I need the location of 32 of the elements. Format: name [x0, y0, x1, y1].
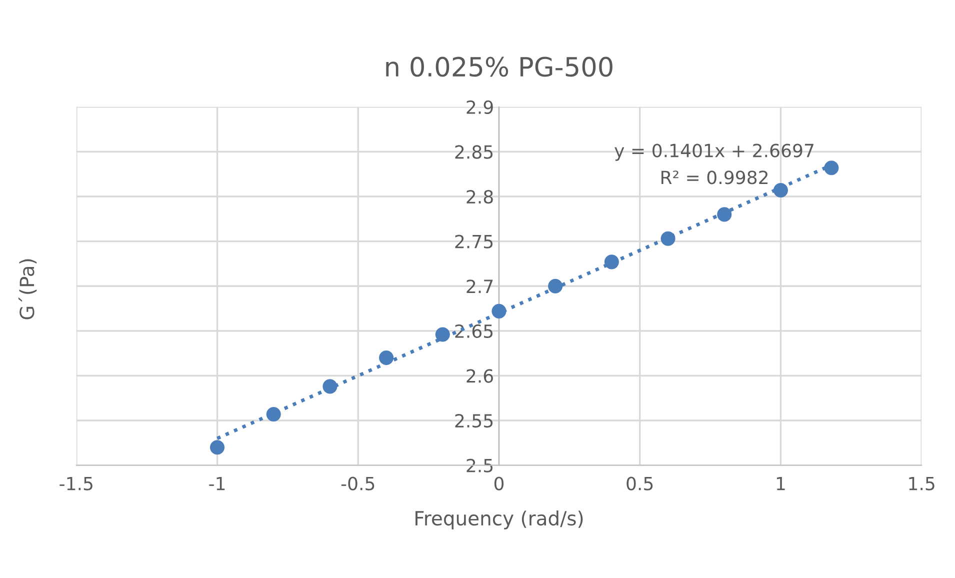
x-tick-label: -1.5	[60, 476, 92, 490]
x-tick-label: 1.5	[909, 476, 934, 490]
y-tick-label: 2.55	[455, 414, 493, 428]
y-tick-label: 2.9	[466, 100, 493, 114]
x-tick-label: 0.5	[626, 476, 653, 490]
point	[604, 254, 619, 270]
point	[435, 327, 450, 342]
x-tick-label: 1	[776, 476, 785, 490]
point	[210, 440, 225, 455]
chart-title: n 0.025% PG-500	[386, 56, 612, 77]
point	[717, 207, 732, 222]
x-tick-label: -1	[209, 476, 225, 490]
annotation: y = 0.1401x + 2.6697	[614, 144, 814, 161]
x-tick-label: 0	[494, 476, 504, 490]
point	[266, 406, 281, 422]
y-tick-label: 2.75	[455, 234, 493, 248]
y-axis-title: G´(Pa)	[18, 259, 37, 320]
annotation: R² = 0.9982	[661, 170, 768, 184]
point	[824, 160, 839, 176]
y-tick-label: 2.6	[466, 369, 493, 383]
point	[492, 304, 506, 318]
y-tick-label: 2.85	[455, 145, 493, 159]
x-tick-label: -0.5	[341, 476, 374, 490]
y-tick-label: 2.7	[466, 280, 493, 293]
point	[322, 379, 338, 394]
y-tick-label: 2.5	[466, 458, 493, 472]
point	[379, 350, 394, 366]
x-axis-title: Frequency (rad/s)	[416, 510, 583, 530]
point	[773, 182, 788, 198]
point	[548, 278, 563, 294]
point	[660, 231, 676, 246]
y-tick-label: 2.8	[466, 190, 493, 204]
